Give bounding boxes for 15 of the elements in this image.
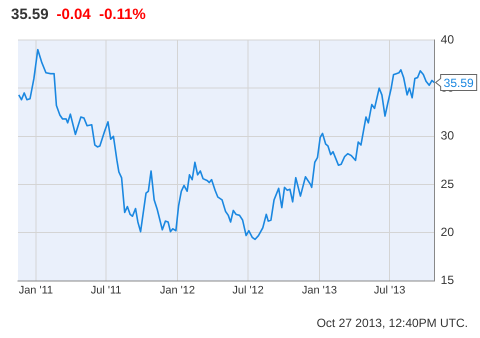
y-tick-label: 20 [440, 224, 454, 239]
chart-subtitle: -0.04 -0.11% [56, 6, 146, 23]
x-tick-label: Jan '11 [18, 284, 53, 296]
x-tick-label: Jul '12 [232, 284, 264, 296]
y-tick-label: 25 [440, 176, 454, 191]
y-tick-label: 15 [440, 273, 454, 288]
y-tick-label: 30 [440, 128, 454, 143]
annotation: 35.59 [444, 76, 474, 90]
x-tick-label: Jul '11 [90, 284, 122, 296]
x-tick-label: Jan '12 [160, 284, 196, 296]
chart-title: 35.59 [11, 6, 49, 23]
x-tick-label: Jul '13 [374, 284, 406, 296]
text: Oct 27 2013, 12:40PM UTC. [316, 316, 468, 330]
x-tick-label: Jan '13 [302, 284, 338, 296]
y-tick-label: 40 [440, 32, 454, 46]
